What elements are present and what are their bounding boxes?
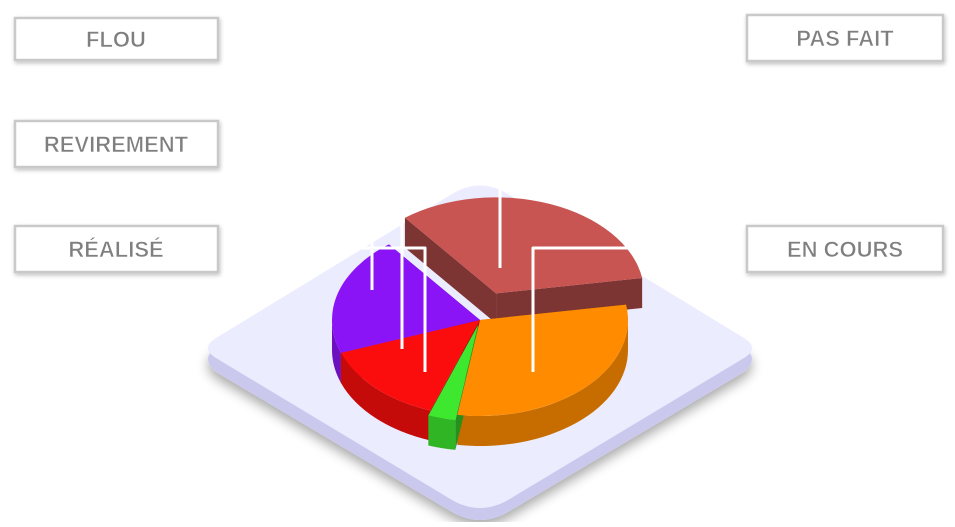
leader-line-revirement	[218, 142, 404, 349]
leader-line-flou	[218, 37, 374, 290]
pie-slice-flou	[332, 244, 480, 353]
pie-slice-wall-pas-fait-0	[404, 217, 497, 324]
label-en-cours: EN COURS	[745, 224, 945, 274]
pie-slice-en-cours	[457, 304, 628, 416]
pie-slice-outer-wall-realise-0	[428, 415, 456, 450]
pie-slice-outer-wall-flou-0	[332, 320, 341, 383]
label-text-en-cours: EN COURS	[787, 237, 903, 262]
label-text-realise: RÉALISÉ	[68, 237, 163, 262]
pie-slice-realise	[428, 325, 479, 420]
label-pas-fait: PAS FAIT	[745, 13, 945, 63]
label-text-revirement: REVIREMENT	[44, 132, 189, 157]
label-box	[13, 119, 220, 169]
label-flou: FLOU	[13, 16, 220, 62]
leader-lines	[218, 37, 747, 372]
label-text-flou: FLOU	[86, 27, 146, 52]
label-realise: RÉALISÉ	[13, 224, 220, 274]
pie-slice-outer-wall-revirement-0	[340, 352, 431, 441]
label-box	[745, 224, 945, 274]
leader-line-pas-fait	[498, 37, 747, 268]
pie-slice-outer-wall-en-cours-0	[457, 320, 628, 447]
label-box	[13, 224, 220, 274]
label-box	[13, 16, 220, 62]
label-text-pas-fait: PAS FAIT	[796, 26, 894, 51]
label-revirement: REVIREMENT	[13, 119, 220, 169]
leader-line-realise	[218, 246, 427, 372]
pie-slice-revirement	[340, 320, 480, 411]
pie-slice-pas-fait	[404, 197, 643, 294]
leader-line-en-cours	[531, 246, 747, 372]
pie-slice-tops	[332, 197, 643, 420]
label-box	[745, 13, 945, 63]
